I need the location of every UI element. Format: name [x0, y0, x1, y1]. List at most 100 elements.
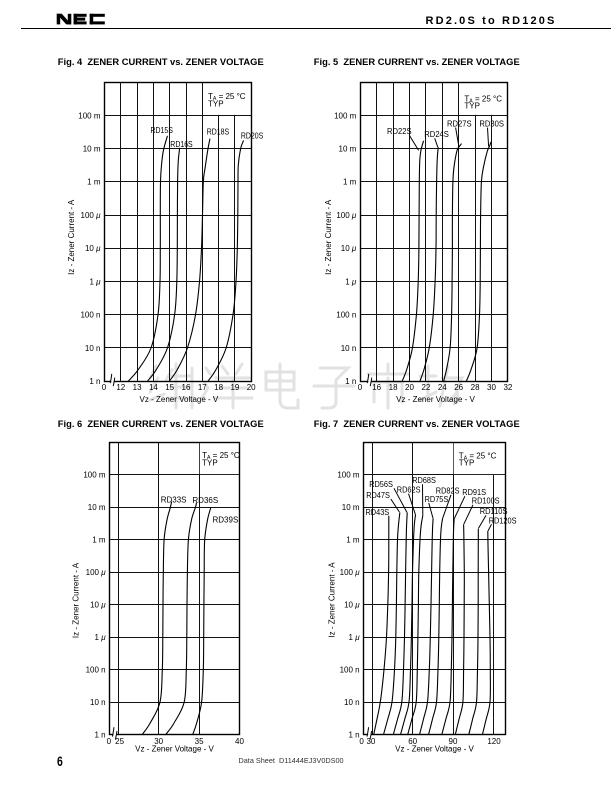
svg-text:20: 20 — [405, 383, 414, 392]
svg-text:10 n: 10 n — [90, 698, 106, 707]
svg-text:Iz - Zener Current - A: Iz - Zener Current - A — [328, 562, 337, 638]
svg-text:17: 17 — [198, 383, 207, 392]
svg-text:TA = 25 °C: TA = 25 °C — [464, 94, 502, 104]
svg-text:16: 16 — [372, 383, 381, 392]
svg-text:RD18S: RD18S — [207, 127, 230, 136]
svg-text:100 n: 100 n — [340, 665, 360, 674]
svg-text:1 m: 1 m — [87, 178, 101, 187]
svg-text:26: 26 — [454, 383, 463, 392]
svg-text:0: 0 — [359, 737, 364, 746]
svg-text:100 m: 100 m — [337, 471, 360, 480]
svg-text:14: 14 — [149, 383, 158, 392]
svg-text:24: 24 — [438, 383, 447, 392]
svg-text:100 μ: 100 μ — [336, 211, 357, 220]
svg-text:0: 0 — [107, 737, 112, 746]
svg-text:RD36S: RD36S — [192, 496, 218, 505]
svg-text:1 n: 1 n — [348, 730, 359, 739]
svg-text:10 m: 10 m — [342, 503, 360, 512]
svg-text:Fig. 4 ZENER CURRENT vs. ZENE: Fig. 4 ZENER CURRENT vs. ZENER VOLTAGE — [58, 57, 264, 67]
svg-text:1 n: 1 n — [345, 377, 356, 386]
svg-text:10 m: 10 m — [88, 503, 106, 512]
svg-text:30: 30 — [154, 737, 163, 746]
svg-text:22: 22 — [421, 383, 430, 392]
svg-text:RD22S: RD22S — [387, 127, 412, 136]
svg-text:10 n: 10 n — [85, 344, 101, 353]
svg-text:Vz - Zener Voltage - V: Vz - Zener Voltage - V — [140, 395, 219, 404]
svg-text:30: 30 — [366, 737, 375, 746]
svg-text:100 n: 100 n — [336, 311, 356, 320]
svg-text:6: 6 — [57, 753, 63, 769]
svg-text:1 n: 1 n — [94, 730, 105, 739]
svg-text:35: 35 — [195, 737, 204, 746]
svg-text:10 n: 10 n — [344, 698, 360, 707]
svg-text:10 n: 10 n — [341, 344, 357, 353]
svg-text:TA = 25 °C: TA = 25 °C — [202, 451, 240, 461]
svg-text:120: 120 — [487, 737, 501, 746]
svg-text:19: 19 — [230, 383, 239, 392]
svg-text:Fig. 5 ZENER CURRENT vs. ZENE: Fig. 5 ZENER CURRENT vs. ZENER VOLTAGE — [314, 57, 520, 67]
svg-text:1 μ: 1 μ — [95, 633, 107, 642]
svg-text:20: 20 — [247, 383, 256, 392]
svg-text:10 μ: 10 μ — [90, 601, 106, 610]
svg-text:10 m: 10 m — [339, 145, 357, 154]
svg-text:Iz - Zener Current - A: Iz - Zener Current - A — [67, 199, 76, 275]
svg-text:10 μ: 10 μ — [341, 244, 357, 253]
svg-text:1 m: 1 m — [346, 536, 360, 545]
svg-text:10 μ: 10 μ — [344, 601, 360, 610]
svg-text:RD27S: RD27S — [447, 120, 472, 129]
svg-text:10 μ: 10 μ — [85, 244, 101, 253]
svg-text:Iz - Zener Current - A: Iz - Zener Current - A — [324, 199, 333, 275]
svg-text:Vz - Zener Voltage - V: Vz - Zener Voltage - V — [396, 395, 475, 404]
svg-text:15: 15 — [165, 383, 174, 392]
svg-text:12: 12 — [116, 383, 125, 392]
svg-text:Vz - Zener Voltage - V: Vz - Zener Voltage - V — [395, 745, 474, 754]
svg-text:Vz - Zener Voltage - V: Vz - Zener Voltage - V — [135, 745, 214, 754]
svg-text:100 m: 100 m — [334, 111, 357, 120]
svg-text:10 m: 10 m — [83, 145, 101, 154]
svg-text:TYP: TYP — [464, 102, 480, 111]
svg-text:RD120S: RD120S — [489, 516, 517, 525]
svg-text:Iz - Zener Current - A: Iz - Zener Current - A — [71, 562, 80, 638]
svg-text:100 m: 100 m — [83, 471, 106, 480]
svg-text:TYP: TYP — [459, 459, 475, 468]
svg-text:60: 60 — [408, 737, 417, 746]
svg-text:RD110S: RD110S — [480, 507, 508, 516]
svg-text:RD56S: RD56S — [369, 480, 393, 489]
svg-text:40: 40 — [235, 737, 244, 746]
svg-text:1 μ: 1 μ — [345, 277, 357, 286]
svg-text:TYP: TYP — [208, 99, 224, 108]
svg-text:0: 0 — [358, 383, 363, 392]
svg-text:RD62S: RD62S — [397, 485, 421, 494]
svg-text:13: 13 — [133, 383, 142, 392]
svg-text:RD30S: RD30S — [479, 120, 504, 129]
svg-text:25: 25 — [115, 737, 124, 746]
svg-text:18: 18 — [214, 383, 223, 392]
svg-text:1 m: 1 m — [343, 178, 357, 187]
svg-text:30: 30 — [487, 383, 496, 392]
svg-text:TA = 25 °C: TA = 25 °C — [208, 92, 246, 102]
svg-text:28: 28 — [471, 383, 480, 392]
svg-text:RD100S: RD100S — [472, 497, 500, 506]
svg-text:90: 90 — [449, 737, 458, 746]
svg-text:RD16S: RD16S — [170, 140, 193, 149]
svg-text:100 μ: 100 μ — [86, 568, 107, 577]
svg-text:RD82S: RD82S — [436, 487, 460, 496]
svg-text:100 m: 100 m — [78, 111, 101, 120]
svg-text:TA = 25 °C: TA = 25 °C — [459, 451, 497, 461]
svg-text:1 μ: 1 μ — [349, 633, 361, 642]
svg-text:1 n: 1 n — [89, 377, 100, 386]
svg-text:RD68S: RD68S — [412, 476, 436, 485]
svg-text:0: 0 — [102, 383, 107, 392]
svg-text:100 n: 100 n — [86, 665, 106, 674]
svg-text:Fig. 6 ZENER CURRENT vs. ZENE: Fig. 6 ZENER CURRENT vs. ZENER VOLTAGE — [58, 419, 264, 429]
svg-text:RD15S: RD15S — [151, 126, 174, 135]
svg-text:RD47S: RD47S — [366, 491, 390, 500]
svg-text:RD2.0S to RD120S: RD2.0S to RD120S — [426, 15, 555, 27]
svg-text:100 μ: 100 μ — [81, 211, 102, 220]
svg-text:RD20S: RD20S — [241, 132, 264, 141]
svg-text:RD91S: RD91S — [462, 488, 486, 497]
svg-text:1 μ: 1 μ — [89, 277, 101, 286]
svg-text:RD43S: RD43S — [366, 508, 390, 517]
svg-text:1 m: 1 m — [92, 536, 106, 545]
svg-text:32: 32 — [503, 383, 512, 392]
